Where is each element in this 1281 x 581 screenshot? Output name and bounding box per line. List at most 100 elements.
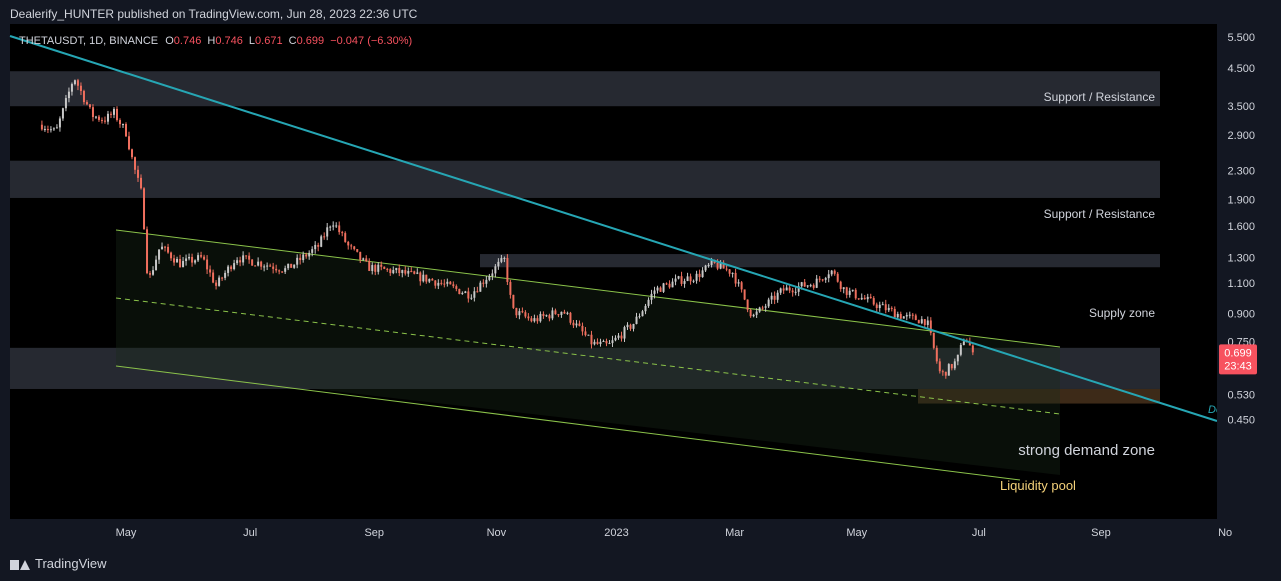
candle-body [185, 258, 188, 262]
candle-body [440, 282, 443, 284]
candle-body [521, 311, 524, 313]
symbol-name[interactable]: THETAUSDT, 1D, BINANCE [19, 35, 159, 47]
supply-zone [480, 254, 1160, 268]
candle-body [389, 269, 392, 274]
candle-body [920, 319, 923, 324]
candle-body [497, 261, 500, 267]
candle-body [161, 246, 164, 250]
candle-body [476, 291, 479, 293]
candle-body [572, 322, 575, 326]
channel-lower-line [115, 365, 1021, 481]
price-tick-label: 0.900 [1227, 309, 1255, 321]
candle-body [935, 347, 938, 362]
candle-body [812, 285, 815, 288]
candle-body [917, 320, 920, 324]
candle-body [428, 279, 431, 282]
candle-body [79, 85, 82, 91]
candle-body [49, 129, 52, 131]
candle-body [392, 270, 395, 274]
candle-body [482, 282, 485, 284]
candle-body [581, 325, 584, 332]
candle-body [875, 304, 878, 309]
candle-body [500, 258, 503, 262]
candle-body [797, 286, 800, 292]
candle-body [449, 281, 452, 285]
candle-body [707, 264, 710, 266]
candle-body [371, 265, 374, 271]
candle-body [407, 271, 410, 274]
candle-body [356, 249, 359, 252]
liquidity-pool-zone [918, 388, 1160, 404]
candle-body [704, 265, 707, 271]
candle-body [275, 268, 278, 271]
candle-body [284, 268, 287, 272]
candle-body [524, 312, 527, 317]
candle-body [650, 293, 653, 300]
candle-body [464, 291, 467, 293]
candle-body [485, 279, 488, 284]
candle-body [659, 287, 662, 292]
candles [40, 78, 974, 379]
candle-body [479, 282, 482, 292]
footer-brand[interactable]: TradingView [10, 556, 107, 571]
candle-body [923, 319, 926, 325]
candle-body [674, 278, 677, 282]
countdown-value: 23:43 [1224, 360, 1252, 372]
price-axis[interactable]: 5.500 4.500 3.500 2.900 2.300 1.900 1.600 1.300… [1217, 24, 1281, 519]
candle-body [308, 252, 311, 257]
last-price-value: 0.699 [1224, 347, 1252, 359]
price-tick-label: 0.450 [1227, 415, 1255, 427]
symbol-legend: THETAUSDT, 1D, BINANCE O0.746 H0.746 L0.… [19, 35, 412, 47]
candle-body [542, 313, 545, 316]
candle-body [131, 149, 134, 158]
candle-body [671, 281, 674, 288]
candle-body [569, 312, 572, 323]
candle-body [257, 261, 260, 266]
open-value: 0.746 [173, 35, 202, 47]
channel-mid-line [115, 297, 1061, 415]
candle-body [833, 270, 836, 274]
candle-body [590, 334, 593, 345]
candle-body [722, 262, 725, 269]
candle-body [725, 268, 728, 270]
candle-body [641, 311, 644, 317]
demand-zone [10, 347, 1160, 389]
candle-body [299, 257, 302, 261]
tradingview-logo-icon [10, 558, 30, 570]
candle-body [206, 259, 209, 270]
candle-body [230, 266, 233, 270]
candle-body [806, 285, 809, 287]
price-tick-label: 1.300 [1227, 253, 1255, 265]
candle-body [125, 124, 127, 137]
candle-body [791, 290, 794, 293]
candle-body [94, 116, 97, 118]
candle-body [227, 266, 230, 273]
candle-body [314, 244, 317, 250]
zone-label-demand: strong demand zone [1018, 442, 1155, 459]
candle-body [76, 80, 79, 86]
chart-pane[interactable] [10, 24, 1217, 519]
candle-body [488, 276, 491, 280]
change-value: −0.047 (−6.30%) [330, 35, 413, 47]
candle-body [611, 340, 614, 344]
candle-body [58, 118, 61, 128]
time-tick-label: Mar [725, 527, 744, 539]
channel-upper-line [115, 229, 1061, 348]
candle-body [773, 295, 776, 300]
candle-body [878, 304, 881, 309]
candle-body [551, 310, 554, 319]
price-tick-label: 1.100 [1227, 278, 1255, 290]
price-tick-label: 3.500 [1227, 101, 1255, 113]
candle-body [55, 127, 58, 129]
time-axis-bg [10, 519, 1217, 545]
candle-body [815, 278, 818, 288]
candle-body [188, 256, 191, 259]
candle-body [458, 288, 461, 294]
candle-body [896, 313, 899, 318]
candle-body [575, 323, 578, 326]
candle-body [515, 307, 518, 316]
candle-body [632, 323, 635, 329]
candle-body [584, 331, 587, 336]
time-axis[interactable]: May Jul Sep Nov 2023 Mar May Jul Sep No [10, 519, 1232, 545]
